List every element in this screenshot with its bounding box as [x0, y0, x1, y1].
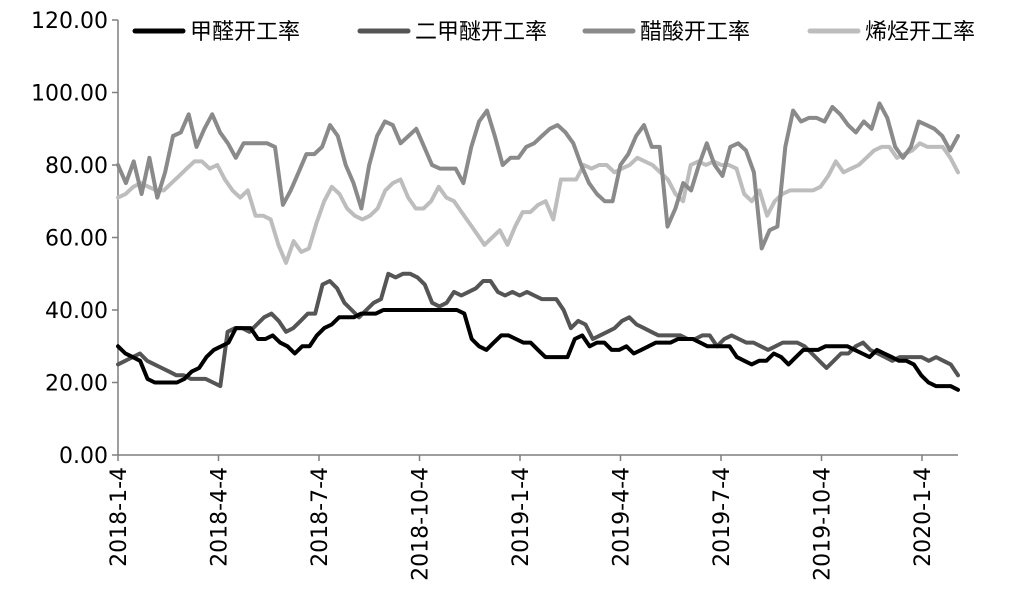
y-tick-label: 100.00: [31, 82, 108, 107]
y-axis-ticks: 0.00 20.00 40.00 60.00 80.00 100.00 120.00: [31, 9, 118, 469]
y-tick-label: 0.00: [59, 444, 108, 469]
y-tick-label: 120.00: [31, 9, 108, 34]
y-tick-label: 40.00: [45, 299, 108, 324]
x-tick-label: 2020-1-4: [911, 467, 936, 567]
chart-axes: [117, 20, 958, 456]
x-tick-label: 2019-4-4: [610, 467, 635, 567]
x-axis-ticks: 2018-1-4 2018-4-4 2018-7-4 2018-10-4 2019-1-…: [107, 455, 936, 581]
x-tick-label: 2018-10-4: [409, 467, 434, 581]
x-tick-label: 2018-1-4: [107, 467, 132, 567]
legend-label: 醋酸开工率: [640, 20, 750, 45]
series-line: [116, 308, 960, 392]
legend-label: 甲醛开工率: [190, 20, 300, 45]
y-tick-label: 80.00: [45, 154, 108, 179]
x-tick-label: 2018-7-4: [308, 467, 333, 567]
series-line: [116, 141, 960, 265]
series-line: [116, 101, 960, 251]
x-tick-label: 2018-4-4: [208, 467, 233, 567]
legend-label: 烯烃开工率: [865, 20, 975, 45]
x-tick-label: 2019-1-4: [509, 467, 534, 567]
legend: 甲醛开工率 二甲醚开工率 醋酸开工率 烯烃开工率: [132, 20, 975, 45]
series-lines: [116, 101, 960, 392]
x-tick-label: 2019-7-4: [710, 467, 735, 567]
y-tick-label: 20.00: [45, 372, 108, 397]
x-tick-label: 2019-10-4: [811, 467, 836, 581]
legend-label: 二甲醚开工率: [415, 20, 547, 45]
series-line: [116, 271, 960, 389]
y-tick-label: 60.00: [45, 227, 108, 252]
